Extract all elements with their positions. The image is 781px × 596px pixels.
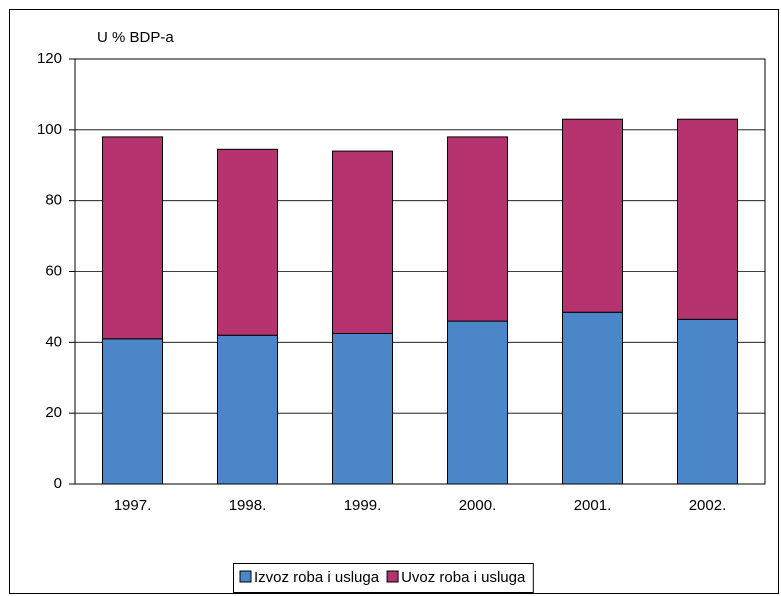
bar xyxy=(102,136,163,340)
bar xyxy=(562,311,623,485)
x-tick-label: 2000. xyxy=(459,497,497,514)
bar xyxy=(217,334,278,485)
legend-swatch xyxy=(386,570,399,583)
x-tick-label: 1999. xyxy=(344,497,382,514)
bar xyxy=(332,150,393,334)
bar xyxy=(677,118,738,320)
y-tick-label: 80 xyxy=(45,192,62,209)
bar xyxy=(102,338,163,485)
y-tick-label: 20 xyxy=(45,404,62,421)
bar xyxy=(217,148,278,336)
legend-swatch xyxy=(239,570,252,583)
y-tick-label: 120 xyxy=(37,50,62,67)
bar xyxy=(447,320,508,485)
y-tick-label: 100 xyxy=(37,121,62,138)
legend-box xyxy=(233,563,534,593)
legend-label: Izvoz roba i usluga xyxy=(254,569,380,586)
x-tick-label: 1998. xyxy=(229,497,267,514)
legend-label: Uvoz roba i usluga xyxy=(401,569,526,586)
y-tick-label: 60 xyxy=(45,262,62,279)
y-tick-label: 0 xyxy=(54,475,62,492)
bar xyxy=(332,332,393,485)
bar xyxy=(677,318,738,485)
x-tick-label: 1997. xyxy=(114,497,152,514)
bar xyxy=(562,118,623,313)
bar xyxy=(447,136,508,322)
x-tick-label: 2001. xyxy=(574,497,612,514)
plot-area xyxy=(74,58,766,485)
x-tick-label: 2002. xyxy=(689,497,727,514)
y-tick-label: 40 xyxy=(45,333,62,350)
y-axis-label: U % BDP-a xyxy=(97,29,174,46)
